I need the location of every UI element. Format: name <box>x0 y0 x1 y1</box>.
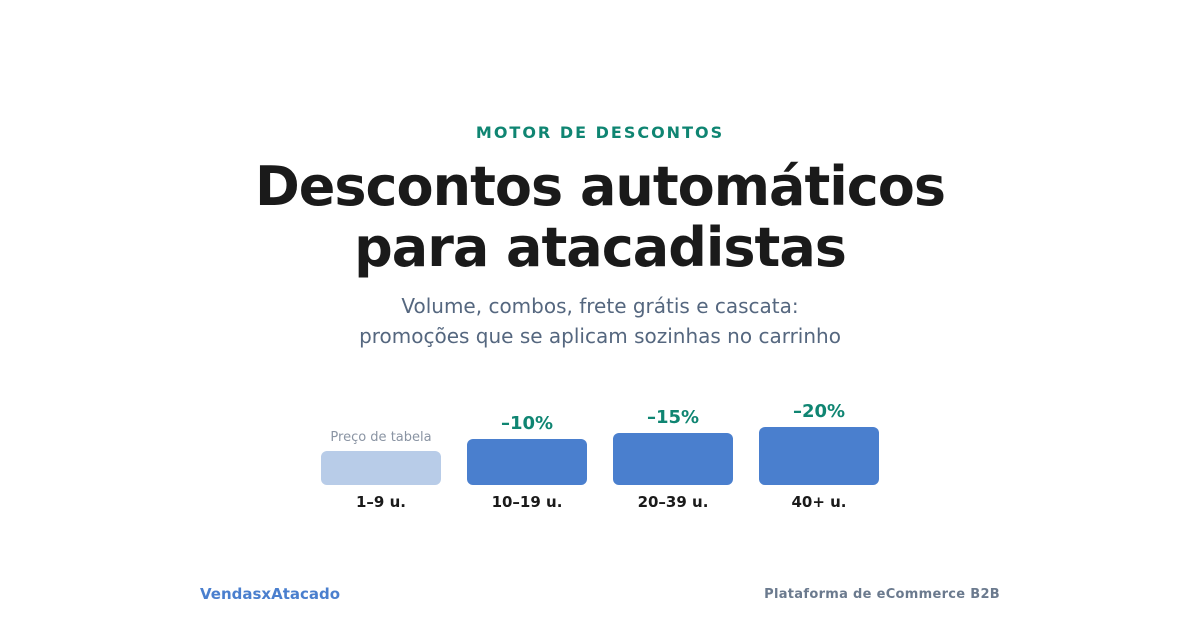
data-label-4: –20% <box>793 401 845 422</box>
data-label-3: –15% <box>647 407 699 428</box>
page-title: Descontos automáticos para atacadistas <box>0 156 1200 278</box>
title-line-2: para atacadistas <box>354 216 847 279</box>
eyebrow-label: MOTOR DE DESCONTOS <box>475 123 725 142</box>
brand-tagline: Plataforma de eCommerce B2B <box>764 587 1000 602</box>
data-label-1: Preço de tabela <box>330 430 431 445</box>
bar-4 <box>759 427 879 485</box>
data-label-2: –10% <box>501 413 553 434</box>
category-label-2: 10–19 u. <box>492 493 563 511</box>
page-subtitle: Volume, combos, frete grátis e cascata: … <box>0 291 1200 351</box>
title-line-1: Descontos automáticos <box>254 155 946 218</box>
discount-tiers-chart: Preço de tabela 1–9 u. –10% 10–19 u. –15% 20–… <box>321 401 879 511</box>
bar-1 <box>321 451 441 485</box>
bar-2 <box>467 439 587 485</box>
bar-3 <box>613 433 733 485</box>
brand-name[interactable]: VendasxAtacado <box>200 585 341 603</box>
category-label-4: 40+ u. <box>791 493 846 511</box>
subtitle-line-2: promoções que se aplicam sozinhas no car… <box>359 324 841 348</box>
subtitle-line-1: Volume, combos, frete grátis e cascata: <box>401 294 799 318</box>
category-label-3: 20–39 u. <box>638 493 709 511</box>
category-label-1: 1–9 u. <box>356 493 406 511</box>
